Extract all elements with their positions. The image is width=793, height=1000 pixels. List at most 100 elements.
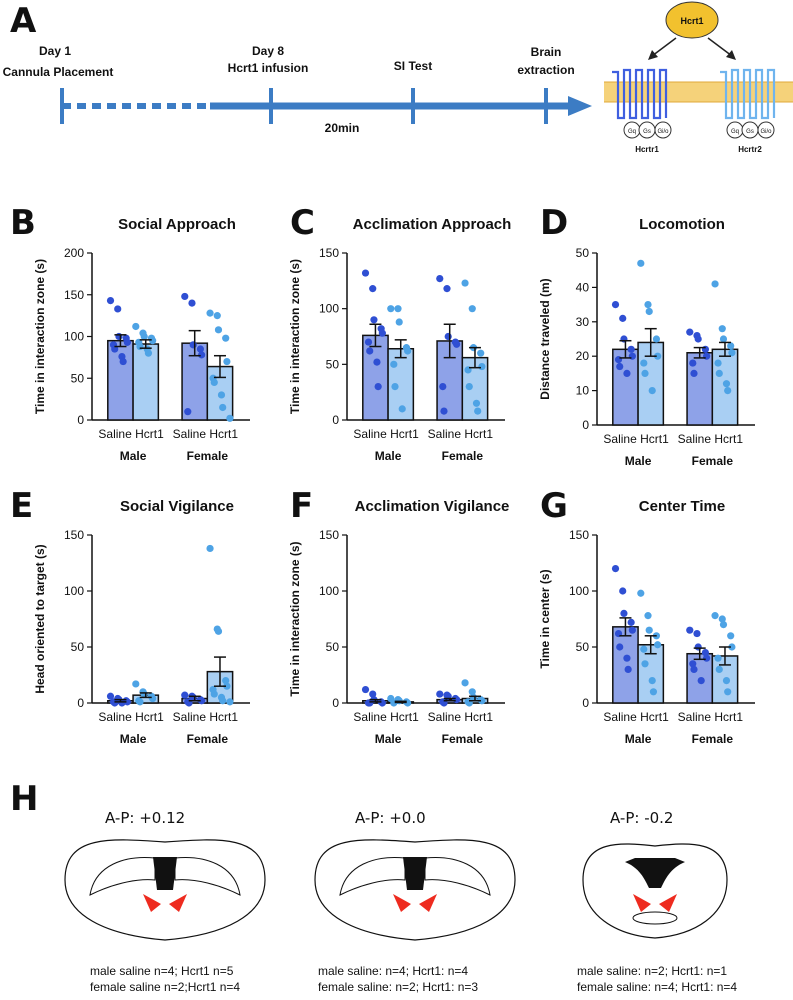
chart-f: F Acclimation Vigilance Time in interactio… [288, 486, 509, 746]
data-point [728, 349, 736, 357]
data-point [645, 307, 653, 316]
bar-male-saline [612, 626, 639, 704]
svg-text:Gq: Gq [731, 129, 739, 135]
chart-title: Center Time [639, 498, 725, 515]
data-point [140, 332, 148, 341]
y-axis-label: Head oriented to target (s) [33, 544, 47, 693]
y-tick-label: 10 [576, 384, 590, 398]
group-label: Male [120, 732, 147, 746]
data-point [132, 680, 140, 688]
brain-section-3: A-P: -0.2 male saline: n=2; Hcrt1: n=1 fem… [577, 809, 737, 994]
data-point [189, 341, 197, 349]
data-point [611, 301, 620, 309]
data-point [465, 383, 473, 391]
y-tick-label: 150 [64, 528, 84, 542]
data-point [616, 362, 624, 371]
data-point [727, 342, 735, 350]
y-tick-label: 100 [64, 584, 84, 598]
group-label: Female [187, 449, 229, 463]
y-tick-label: 30 [576, 315, 590, 329]
receptor-diagram: Hcrt1 Gq Gs Gi/o Gq Gs Gi/o Hcrtr1 Hcrtr… [604, 1, 793, 154]
data-point [373, 358, 381, 366]
data-point [694, 335, 702, 343]
x-tick-label: Saline Hcrt1 [98, 427, 164, 441]
data-point [718, 615, 726, 623]
data-point [378, 329, 386, 337]
panel-label-e: E [10, 486, 33, 526]
panel-label-c: C [290, 203, 315, 243]
data-point [214, 627, 223, 635]
data-point [440, 407, 448, 415]
data-point [715, 665, 723, 674]
female-counts: female saline: n=2; Hcrt1: n=3 [318, 980, 478, 994]
data-point [703, 654, 711, 662]
data-point [727, 632, 735, 640]
x-tick-label: Saline Hcrt1 [428, 427, 494, 441]
data-point [118, 699, 126, 707]
data-point [689, 660, 697, 668]
hcrt1-ligand [665, 1, 719, 39]
y-tick-label: 0 [582, 696, 589, 710]
y-tick-label: 0 [77, 696, 84, 710]
x-tick-label: Saline Hcrt1 [98, 710, 164, 724]
data-point [648, 677, 656, 685]
panel-a: A Day 1 Cannula Placement Day 8 Hcrt1 in… [3, 1, 592, 135]
y-tick-label: 150 [319, 528, 339, 542]
data-point [181, 292, 189, 301]
data-point [693, 629, 701, 638]
bar-male-saline [107, 339, 134, 421]
panel-label-a: A [10, 1, 37, 41]
data-point [115, 332, 123, 341]
data-point [619, 314, 627, 322]
data-point [620, 335, 628, 343]
y-tick-label: 50 [71, 640, 85, 654]
data-point [472, 399, 481, 407]
y-axis-label: Distance traveled (m) [538, 278, 552, 399]
data-point [715, 369, 723, 377]
group-label: Male [625, 732, 652, 746]
x-tick-label: Saline Hcrt1 [353, 710, 419, 724]
svg-text:Gs: Gs [746, 129, 754, 135]
data-point [728, 643, 736, 651]
group-label: Male [375, 449, 402, 463]
data-point [436, 690, 444, 698]
data-point [468, 688, 476, 696]
data-point [198, 351, 206, 359]
data-point [623, 369, 631, 377]
female-counts: female saline n=2;Hcrt1 n=4 [90, 980, 240, 994]
data-point [219, 403, 227, 412]
data-point [369, 285, 377, 293]
data-point [461, 679, 469, 687]
x-tick-label: Saline Hcrt1 [603, 432, 669, 446]
data-point [697, 677, 705, 685]
data-point [361, 269, 370, 277]
y-tick-label: 150 [319, 246, 339, 260]
data-point [390, 360, 398, 368]
y-axis-label: Time in center (s) [538, 569, 552, 668]
data-point [444, 332, 452, 341]
male-counts: male saline: n=2; Hcrt1: n=1 [577, 964, 727, 978]
y-tick-label: 150 [64, 288, 84, 302]
data-point [701, 345, 710, 353]
data-point [106, 692, 115, 700]
data-point [711, 612, 719, 620]
chart-c: C Acclimation Approach Time in interaction… [288, 203, 511, 463]
data-point [628, 626, 636, 634]
data-point [477, 349, 485, 357]
ap-coordinate: A-P: +0.12 [105, 809, 185, 827]
septum [403, 857, 427, 890]
data-point [387, 305, 395, 313]
data-point [361, 685, 370, 694]
timeline-brain: Brain [531, 45, 562, 59]
panel-label-g: G [540, 486, 568, 526]
panel-label-d: D [540, 203, 568, 243]
ventricle [625, 858, 685, 888]
data-point [395, 318, 403, 326]
data-point [106, 296, 115, 305]
y-tick-label: 0 [332, 413, 339, 427]
data-point [619, 587, 627, 595]
data-point [374, 383, 382, 391]
data-point [217, 391, 226, 399]
timeline-infusion: Hcrt1 infusion [228, 61, 309, 75]
